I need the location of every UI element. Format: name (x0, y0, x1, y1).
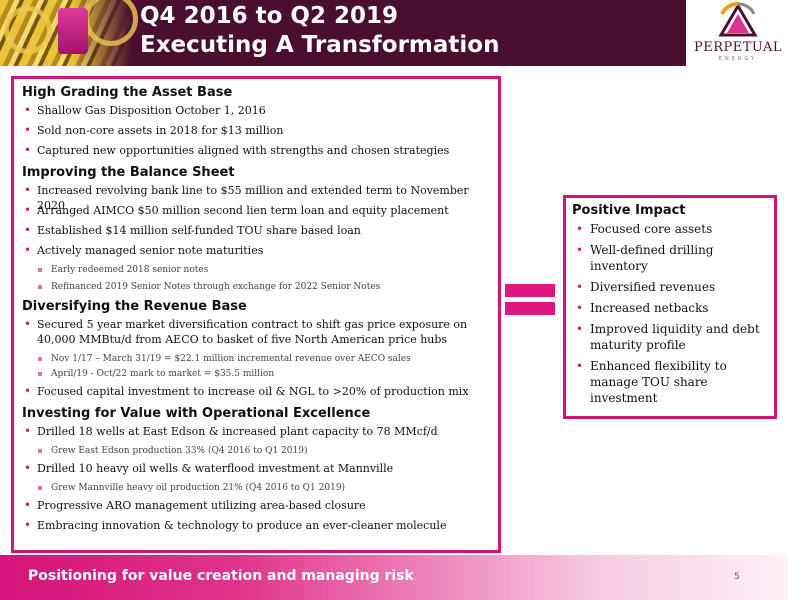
page-number: 5 (734, 572, 740, 582)
impact-item: Improved liquidity and debt maturity pro… (572, 321, 772, 353)
list-item: Arranged AIMCO $50 million second lien t… (22, 203, 498, 223)
achievements-content: High Grading the Asset Base Shallow Gas … (22, 83, 498, 538)
equals-bar-bottom (505, 302, 555, 315)
list-item: Secured 5 year market diversification co… (22, 317, 498, 352)
sub-list-item: Early redeemed 2018 senior notes (22, 263, 498, 280)
section-title: Improving the Balance Sheet (22, 165, 235, 180)
impact-item: Diversified revenues (572, 279, 772, 295)
list-item: Drilled 18 wells at East Edson & increas… (22, 424, 498, 444)
logo: PERPETUAL ENERGY (688, 0, 788, 66)
header-photo (0, 0, 138, 66)
logo-subtitle: ENERGY (718, 56, 758, 62)
list-item: Increased revolving bank line to $55 mil… (22, 183, 498, 212)
impact-item: Focused core assets (572, 221, 772, 237)
sub-list-item: April/19 - Oct/22 mark to market = $35.5… (22, 367, 498, 384)
impact-item: Well-defined drilling inventory (572, 242, 772, 274)
footer-tagline: Positioning for value creation and manag… (28, 568, 414, 584)
header-banner: Q4 2016 to Q2 2019 Executing A Transform… (0, 0, 686, 66)
sub-list-item: Refinanced 2019 Senior Notes through exc… (22, 280, 498, 297)
achievements-box: High Grading the Asset Base Shallow Gas … (11, 76, 501, 553)
positive-impact-box: Positive Impact Focused core assets Well… (563, 195, 777, 419)
impact-item: Enhanced flexibility to manage TOU share… (572, 358, 772, 406)
section-title: High Grading the Asset Base (22, 85, 233, 100)
list-item: Shallow Gas Disposition October 1, 2016 (22, 103, 498, 123)
sub-list-item: Nov 1/17 – March 31/19 = $22.1 million i… (22, 352, 498, 367)
equals-bar-top (505, 284, 555, 297)
list-item: Focused capital investment to increase o… (22, 384, 498, 404)
sub-list-item: Grew Mannville heavy oil production 21% … (22, 481, 498, 498)
list-item: Drilled 10 heavy oil wells & waterflood … (22, 461, 498, 481)
list-item: Established $14 million self-funded TOU … (22, 223, 498, 243)
impact-item: Increased netbacks (572, 300, 772, 316)
title-line-2: Executing A Transformation (140, 32, 500, 58)
title-line-1: Q4 2016 to Q2 2019 (140, 3, 398, 29)
impact-title: Positive Impact (572, 203, 686, 218)
section-title: Diversifying the Revenue Base (22, 299, 247, 314)
list-item: Actively managed senior note maturities (22, 243, 498, 263)
page-title: Q4 2016 to Q2 2019 Executing A Transform… (140, 2, 499, 60)
list-item: Sold non-core assets in 2018 for $13 mil… (22, 123, 498, 143)
list-item: Progressive ARO management utilizing are… (22, 498, 498, 518)
list-item: Embracing innovation & technology to pro… (22, 518, 498, 538)
section-title: Investing for Value with Operational Exc… (22, 406, 371, 421)
sub-list-item: Grew East Edson production 33% (Q4 2016 … (22, 444, 498, 461)
impact-list: Focused core assets Well-defined drillin… (572, 221, 772, 406)
list-item: Captured new opportunities aligned with … (22, 143, 498, 163)
footer-banner: Positioning for value creation and manag… (0, 555, 788, 600)
logo-mark-icon (718, 2, 758, 37)
logo-name: PERPETUAL (693, 40, 782, 55)
